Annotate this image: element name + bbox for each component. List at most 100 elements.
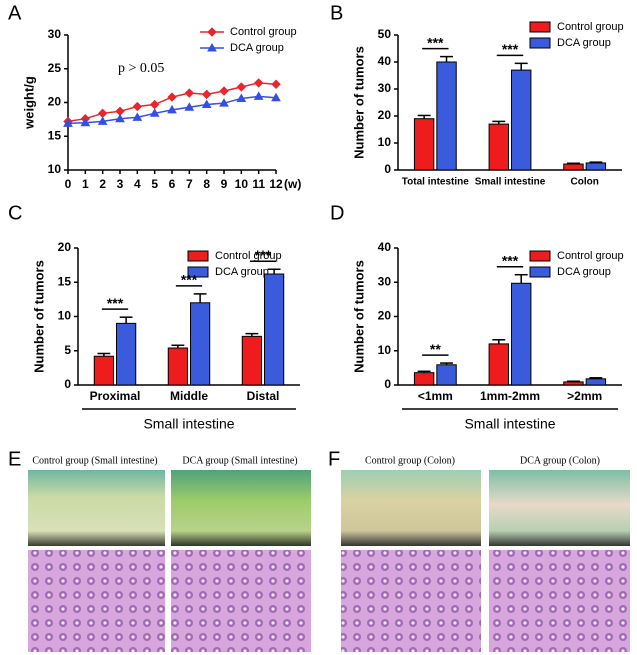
point: [219, 98, 229, 107]
significance-label: ***: [427, 34, 444, 50]
point: [80, 117, 91, 127]
x-tick-label: 1: [82, 177, 89, 191]
y-tick-label: 30: [378, 274, 392, 288]
photo-caption: DCA group (Small intestine): [182, 455, 297, 466]
point: [184, 102, 195, 111]
y-tick-label: 0: [384, 162, 391, 176]
panel-letter: D: [330, 202, 344, 224]
y-tick-label: 20: [378, 309, 392, 323]
point: [201, 99, 212, 109]
bar: [585, 378, 607, 386]
y-tick-label: 25: [48, 61, 62, 75]
significance-label: ***: [255, 247, 272, 263]
bar: [488, 343, 510, 386]
bar: [264, 273, 285, 386]
significance-label: ***: [181, 272, 198, 288]
x-tick-label: Colon: [571, 177, 599, 188]
point: [63, 118, 73, 127]
significance-label: ***: [502, 41, 519, 57]
x-tick-label: 4: [134, 177, 141, 191]
y-tick-label: 0: [64, 377, 71, 391]
point: [253, 78, 264, 88]
x-tick-label: Middle: [170, 389, 208, 403]
bar: [511, 282, 532, 386]
legend-swatch: [529, 21, 551, 33]
panel-letter: B: [330, 2, 343, 24]
point: [236, 93, 247, 102]
point: [201, 89, 212, 100]
y-axis-label: Number of tumors: [31, 260, 46, 373]
bar: [488, 123, 510, 171]
y-tick-label: 20: [58, 240, 72, 254]
y-tick-label: 10: [378, 343, 392, 357]
x-tick-label: 3: [117, 177, 124, 191]
y-tick-label: 50: [378, 27, 392, 41]
y-tick-label: 30: [378, 81, 392, 95]
y-tick-label: 40: [378, 240, 392, 254]
x-tick-label: 8: [203, 177, 210, 191]
y-tick-label: 40: [378, 54, 392, 68]
photo: [489, 550, 630, 652]
y-axis-label: Number of tumors: [351, 260, 366, 373]
legend-marker: [207, 42, 217, 52]
point: [149, 99, 160, 110]
point: [115, 113, 125, 123]
photo: [28, 550, 165, 652]
photo: [489, 470, 630, 546]
legend-label: DCA group: [230, 42, 284, 54]
photo-caption: Control group (Colon): [365, 455, 455, 466]
bar: [413, 118, 435, 171]
legend-label: DCA group: [215, 266, 269, 278]
photo: [341, 550, 481, 652]
legend-marker: [207, 27, 217, 37]
photo: [341, 470, 481, 546]
bar: [511, 69, 532, 171]
point: [132, 101, 143, 112]
x-tick-label: 0: [65, 177, 72, 191]
x-tick-label: 5: [151, 177, 158, 191]
x-tick-label: >2mm: [567, 389, 602, 403]
point: [271, 79, 281, 89]
panel-letter: E: [8, 448, 21, 470]
x-tick-label: Total intestine: [402, 177, 469, 188]
point: [167, 104, 177, 114]
legend-label: DCA group: [557, 37, 611, 49]
panel-letter: F: [328, 448, 340, 470]
photo-area: [28, 470, 630, 652]
legend-swatch: [529, 266, 551, 278]
x-tick-label: Small intestine: [475, 177, 546, 188]
x-tick-label: 1mm-2mm: [480, 389, 540, 403]
photo: [171, 550, 311, 652]
legend-label: DCA group: [557, 266, 611, 278]
x-axis-label: (w): [284, 177, 301, 191]
x-axis-label: Small intestine: [464, 416, 555, 432]
annotation: p > 0.05: [118, 61, 164, 76]
legend-label: Control group: [557, 21, 624, 33]
panel-letter: A: [8, 2, 22, 24]
point: [149, 108, 160, 117]
legend-swatch: [187, 250, 209, 262]
point: [97, 116, 108, 125]
photo: [28, 470, 165, 546]
y-tick-label: 0: [384, 377, 391, 391]
y-axis-label: weight/g: [21, 76, 36, 130]
x-tick-label: 10: [235, 177, 249, 191]
legend-label: Control group: [557, 250, 624, 262]
bar: [585, 162, 607, 171]
photo-caption: DCA group (Colon): [520, 455, 600, 466]
x-tick-label: 2: [99, 177, 106, 191]
point: [271, 92, 281, 102]
panel-letter: C: [8, 202, 22, 224]
x-tick-label: 12: [269, 177, 283, 191]
x-axis-label: Small intestine: [143, 416, 234, 432]
legend-swatch: [529, 37, 551, 49]
point: [219, 86, 229, 96]
point: [184, 88, 195, 98]
legend-label: Control group: [230, 26, 297, 38]
bar: [413, 372, 435, 386]
bar: [563, 163, 584, 171]
legend-swatch: [529, 250, 551, 262]
bar: [241, 335, 262, 386]
y-tick-label: 20: [48, 95, 62, 109]
